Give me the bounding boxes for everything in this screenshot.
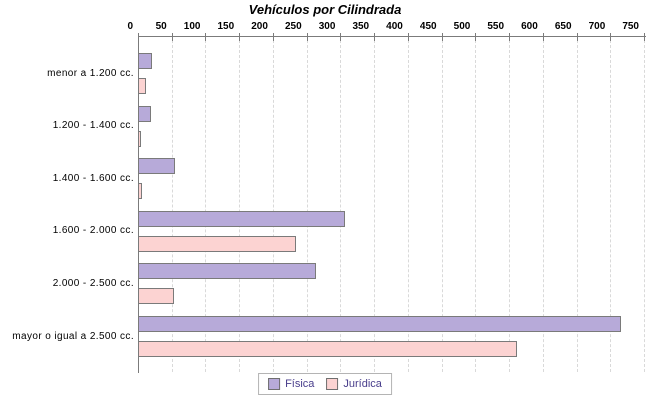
axis-tick [205,33,207,41]
legend: Física Jurídica [258,373,392,395]
x-tick-label: 300 [318,21,336,32]
x-tick-label: 200 [251,21,268,32]
gridline [441,40,443,372]
gridline [542,40,544,372]
x-tick-label: 0 [127,21,133,32]
x-tick-label: 100 [183,21,201,32]
axis-tick [542,33,544,41]
axis-tick [374,33,376,41]
x-axis-line [138,36,646,37]
chart-title: Vehículos por Cilindrada [248,2,402,17]
bar-juridica [138,288,174,305]
axis-tick [272,33,274,41]
axis-tick [171,33,173,41]
x-tick-label: 50 [155,21,167,32]
axis-tick [644,33,645,41]
bar-juridica [138,235,296,252]
bar-fisica [138,53,152,69]
gridline [407,40,409,372]
x-tick-label: 500 [453,21,471,32]
x-tick-label: 550 [487,21,505,32]
gridline [171,40,173,372]
bar-juridica [138,183,142,200]
gridline [576,40,578,372]
category-label: 1.200 - 1.400 cc. [52,120,134,132]
legend-label-fisica: Física [285,378,315,390]
gridline [509,40,511,372]
category-label: menor a 1.200 cc. [47,67,134,79]
y-axis-line [138,36,139,373]
x-tick-label: 650 [554,21,572,32]
bar-fisica [138,316,621,332]
axis-tick [239,33,241,41]
fisica-swatch-icon [268,378,281,390]
gridline [610,40,612,372]
axis-tick [306,33,308,41]
bar-fisica [138,158,175,175]
gridline [374,40,376,372]
legend-item-juridica: Jurídica [326,378,382,390]
x-tick-label: 350 [352,21,370,32]
x-tick-label: 700 [588,21,606,32]
bar-juridica [138,341,517,357]
bar-juridica [138,130,141,147]
gridline [644,40,645,372]
axis-tick [475,33,477,41]
x-tick-label: 150 [217,21,235,32]
bar-juridica [138,78,146,94]
legend-label-juridica: Jurídica [343,378,382,390]
axis-tick [509,33,511,41]
x-tick-label: 400 [386,21,403,32]
gridline [475,40,477,372]
x-tick-label: 750 [622,21,639,32]
bar-fisica [138,105,151,122]
bar-fisica [138,210,345,227]
gridline [239,40,241,372]
legend-item-fisica: Física [268,378,314,390]
gridline [205,40,207,372]
x-tick-label: 450 [419,21,437,32]
category-label: 1.600 - 2.000 cc. [52,225,134,237]
axis-tick [441,33,443,41]
category-label: 2.000 - 2.500 cc. [52,277,134,289]
gridline [340,40,342,372]
x-tick-label: 600 [521,21,538,32]
axis-tick [407,33,409,41]
category-label: mayor o igual a 2.500 cc. [12,330,134,342]
category-label: 1.400 - 1.600 cc. [52,172,134,184]
axis-tick [576,33,578,41]
gridline [306,40,308,372]
juridica-swatch-icon [326,378,339,390]
x-tick-label: 250 [284,21,302,32]
axis-tick [340,33,342,41]
axis-tick [610,33,612,41]
bar-fisica [138,263,316,280]
gridline [272,40,274,372]
